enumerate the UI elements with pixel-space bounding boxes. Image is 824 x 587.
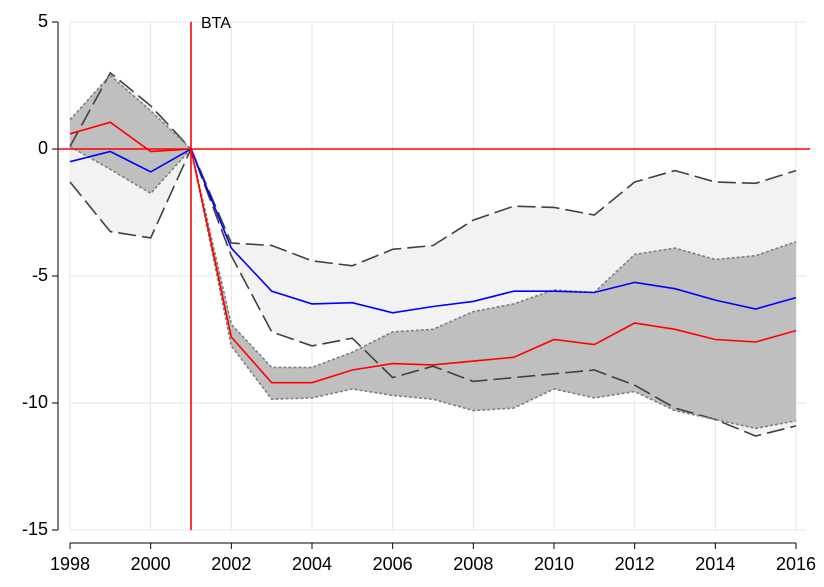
x-tick-label: 2016 [776, 554, 816, 574]
band-lower-line [69, 145, 797, 430]
reference-label: BTA [201, 15, 231, 32]
x-tick-label: 2006 [373, 554, 413, 574]
x-tick-label: 1998 [50, 554, 90, 574]
series-line [69, 121, 797, 384]
y-tick-label: -5 [32, 265, 48, 285]
x-tick-label: 2014 [695, 554, 735, 574]
y-tick-label: -10 [22, 392, 48, 412]
band-area [70, 75, 796, 429]
x-tick-label: 2002 [211, 554, 251, 574]
x-tick-label: 2004 [292, 554, 332, 574]
y-tick-label: 0 [38, 138, 48, 158]
x-tick-label: 2000 [131, 554, 171, 574]
y-tick-label: -15 [22, 519, 48, 539]
x-tick-label: 2010 [534, 554, 574, 574]
x-tick-label: 2012 [615, 554, 655, 574]
band-upper-line [69, 74, 797, 369]
x-tick-label: 2008 [453, 554, 493, 574]
y-tick-label: 5 [38, 11, 48, 31]
